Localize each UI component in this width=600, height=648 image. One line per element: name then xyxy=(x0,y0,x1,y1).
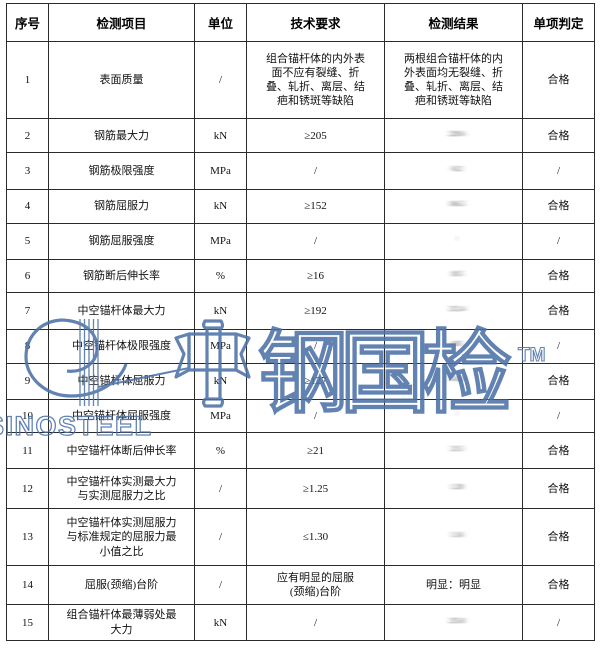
svg-text:1.16: 1.16 xyxy=(451,532,464,539)
svg-text:23.5: 23.5 xyxy=(451,446,464,453)
svg-text:/: / xyxy=(456,237,458,244)
svg-text:212.4: 212.4 xyxy=(449,306,465,313)
svg-text:612: 612 xyxy=(452,166,463,173)
svg-text:/: / xyxy=(456,411,458,418)
svg-text:235.8: 235.8 xyxy=(449,618,465,625)
svg-text:166.5: 166.5 xyxy=(449,201,465,208)
svg-text:228.6: 228.6 xyxy=(449,131,465,138)
svg-text:143.8: 143.8 xyxy=(449,377,465,384)
svg-text:18.5: 18.5 xyxy=(451,271,464,278)
svg-text:605: 605 xyxy=(452,341,463,348)
svg-text:1.28: 1.28 xyxy=(451,484,464,491)
